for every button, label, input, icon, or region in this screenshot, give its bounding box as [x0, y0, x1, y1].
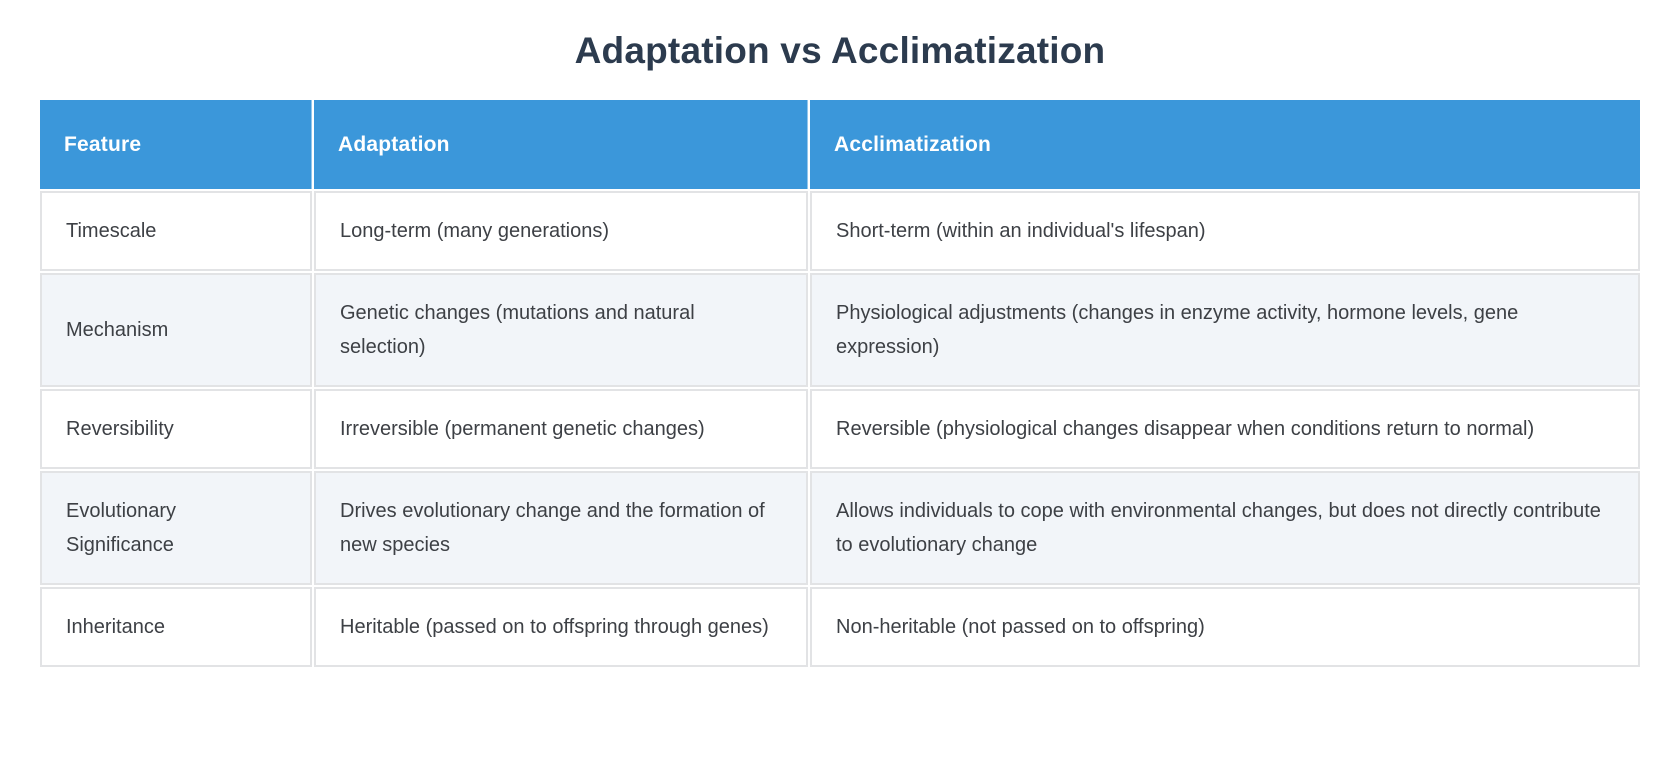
page: Adaptation vs Acclimatization Feature Ad…: [38, 30, 1642, 670]
feature-cell: Mechanism: [40, 273, 312, 388]
adaptation-cell: Irreversible (permanent genetic changes): [314, 389, 808, 470]
table-header: Feature Adaptation Acclimatization: [40, 100, 1640, 190]
acclimatization-cell: Reversible (physiological changes disapp…: [810, 389, 1640, 470]
feature-cell: Evolutionary Significance: [40, 471, 312, 586]
adaptation-cell: Long-term (many generations): [314, 191, 808, 272]
feature-cell: Inheritance: [40, 587, 312, 668]
table-row: Evolutionary Significance Drives evoluti…: [40, 471, 1640, 586]
table-row: Mechanism Genetic changes (mutations and…: [40, 273, 1640, 388]
acclimatization-cell: Physiological adjustments (changes in en…: [810, 273, 1640, 388]
acclimatization-cell: Non-heritable (not passed on to offsprin…: [810, 587, 1640, 668]
comparison-table: Feature Adaptation Acclimatization Times…: [38, 98, 1642, 670]
page-title: Adaptation vs Acclimatization: [574, 30, 1106, 71]
feature-cell: Reversibility: [40, 389, 312, 470]
table-row: Reversibility Irreversible (permanent ge…: [40, 389, 1640, 470]
table-row: Timescale Long-term (many generations) S…: [40, 191, 1640, 272]
column-header-adaptation: Adaptation: [314, 100, 808, 190]
column-header-acclimatization: Acclimatization: [810, 100, 1640, 190]
adaptation-cell: Drives evolutionary change and the forma…: [314, 471, 808, 586]
acclimatization-cell: Allows individuals to cope with environm…: [810, 471, 1640, 586]
adaptation-cell: Heritable (passed on to offspring throug…: [314, 587, 808, 668]
feature-cell: Timescale: [40, 191, 312, 272]
header-row: Feature Adaptation Acclimatization: [40, 100, 1640, 190]
table-body: Timescale Long-term (many generations) S…: [40, 191, 1640, 668]
column-header-feature: Feature: [40, 100, 312, 190]
acclimatization-cell: Short-term (within an individual's lifes…: [810, 191, 1640, 272]
table-row: Inheritance Heritable (passed on to offs…: [40, 587, 1640, 668]
adaptation-cell: Genetic changes (mutations and natural s…: [314, 273, 808, 388]
table-container: Feature Adaptation Acclimatization Times…: [38, 98, 1642, 670]
